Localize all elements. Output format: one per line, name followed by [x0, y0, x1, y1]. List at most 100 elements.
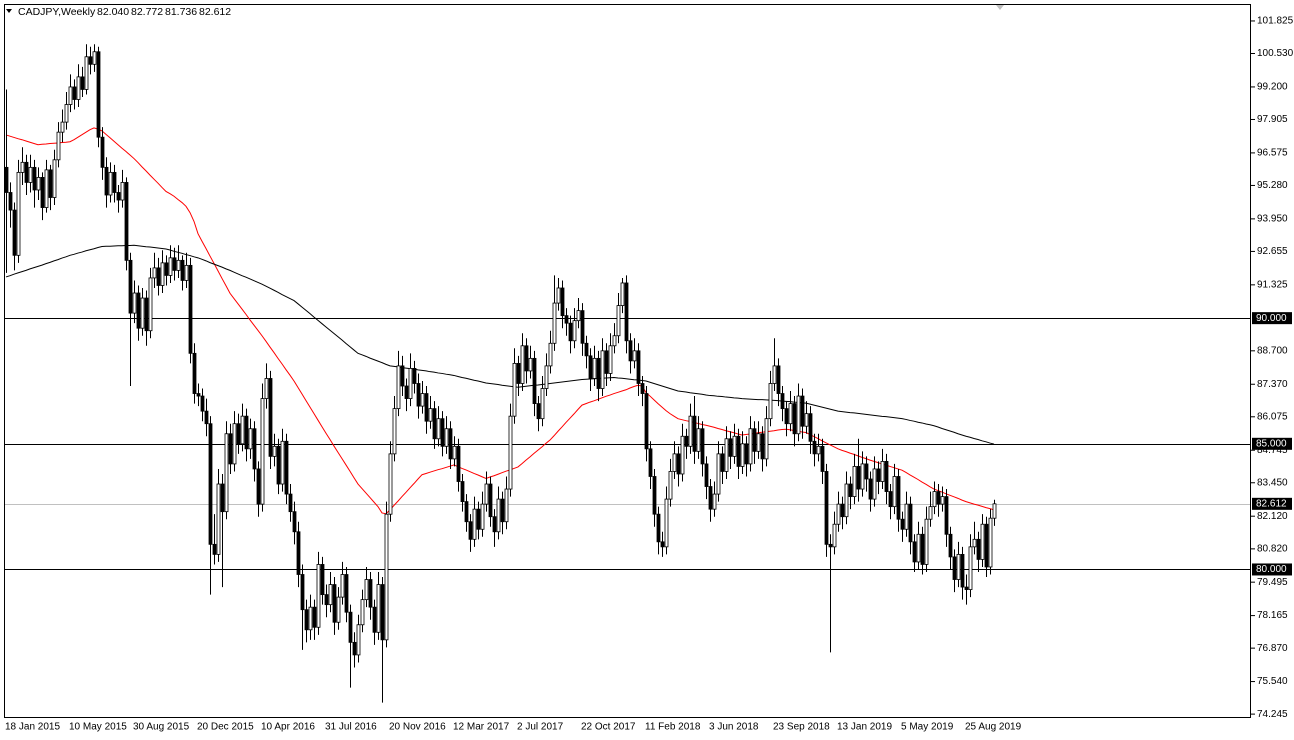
candle-body [124, 182, 129, 261]
candle-body [328, 584, 333, 606]
candle-body [648, 448, 653, 477]
candle-body [252, 428, 257, 470]
level-tag-bg [1252, 312, 1292, 325]
candle-body [144, 297, 149, 332]
candle-body [956, 553, 961, 580]
x-tick-label: 10 May 2015 [69, 722, 127, 733]
y-tick-label: 96.575 [1257, 148, 1288, 159]
candle-body [116, 192, 121, 201]
candle-body [768, 383, 773, 420]
candle-body [948, 533, 953, 558]
candle-body [152, 267, 157, 279]
level-tag: 80.000 [1256, 564, 1287, 575]
candle-body [148, 277, 153, 332]
moving-average [5, 127, 995, 515]
candle-body [376, 584, 381, 633]
candle-body [256, 468, 261, 505]
candle-body [440, 418, 445, 447]
candle-body [140, 297, 145, 329]
x-tick-label: 3 Jun 2018 [709, 722, 759, 733]
x-tick-label: 23 Sep 2018 [773, 722, 830, 733]
candle-body [772, 365, 777, 384]
shift-marker[interactable] [996, 5, 1004, 10]
candle-body [388, 453, 393, 515]
candle-body [744, 443, 749, 465]
y-tick-label: 86.075 [1257, 411, 1288, 422]
level-tag: 90.000 [1256, 313, 1287, 324]
candle-body [876, 468, 881, 482]
y-tick-label: 101.825 [1257, 16, 1294, 27]
candle-body [368, 579, 373, 608]
candle-body [264, 378, 269, 399]
x-tick-label: 2 Jul 2017 [517, 722, 564, 733]
candle-body [512, 362, 517, 417]
candle-body [332, 584, 337, 623]
candle-body [788, 403, 793, 425]
candle-body [896, 476, 901, 520]
candle-body [408, 368, 413, 399]
candle-body [536, 403, 541, 420]
y-tick-label: 84.745 [1257, 445, 1288, 456]
y-tick-label: 100.530 [1257, 48, 1294, 59]
candle-body [756, 433, 761, 452]
candle-body [484, 483, 489, 505]
price-tag-bg [1252, 497, 1292, 510]
symbol: CADJPY,Weekly [18, 6, 96, 18]
candle-body [752, 428, 757, 452]
candle-body [952, 556, 957, 580]
candle-body [856, 466, 861, 490]
candle-body [936, 491, 941, 505]
candle-body [464, 501, 469, 523]
candle-body [392, 408, 397, 455]
candle-body [892, 476, 897, 508]
y-tick-label: 82.120 [1257, 511, 1288, 522]
candle-body [32, 166, 37, 191]
candle-body [524, 345, 529, 372]
candle-body [468, 521, 473, 540]
x-tick-label: 22 Oct 2017 [581, 722, 636, 733]
candle-body [704, 463, 709, 487]
candle-body [584, 342, 589, 357]
candle-body [932, 491, 937, 508]
y-tick-label: 75.540 [1257, 676, 1288, 687]
y-tick-label: 74.245 [1257, 709, 1288, 720]
candle-body [804, 413, 809, 427]
candle-body [24, 161, 29, 183]
candle-body [168, 257, 173, 276]
candle-body [764, 418, 769, 460]
candle-body [288, 493, 293, 513]
candle-body [284, 440, 289, 495]
candle-body [448, 428, 453, 460]
candle-body [732, 435, 737, 457]
level-tag-bg [1252, 437, 1292, 450]
candle-body [652, 476, 657, 515]
candle-body [40, 177, 45, 208]
candle-body [612, 335, 617, 347]
candle-body [280, 440, 285, 485]
candle-body [508, 415, 513, 490]
candle-body [924, 518, 929, 565]
candle-body [272, 445, 277, 457]
candle-body [776, 365, 781, 394]
candle-body [860, 463, 865, 490]
candle-body [792, 403, 797, 435]
candle-body [844, 483, 849, 518]
candle-body [644, 393, 649, 450]
candle-body [312, 606, 317, 628]
candle-body [940, 496, 945, 505]
candle-body [680, 435, 685, 475]
candle-body [300, 574, 305, 611]
candle-body [52, 159, 57, 198]
candle-body [728, 438, 733, 457]
y-tick-label: 88.700 [1257, 345, 1288, 356]
candle-body [292, 511, 297, 533]
candle-body [544, 365, 549, 389]
candle-body [636, 350, 641, 384]
candle-body [604, 350, 609, 374]
candle-body [736, 435, 741, 467]
candle-body [700, 428, 705, 465]
candle-body [992, 503, 997, 519]
candle-body [60, 121, 65, 133]
candle-body [8, 192, 13, 211]
menu-arrow[interactable] [6, 9, 12, 13]
